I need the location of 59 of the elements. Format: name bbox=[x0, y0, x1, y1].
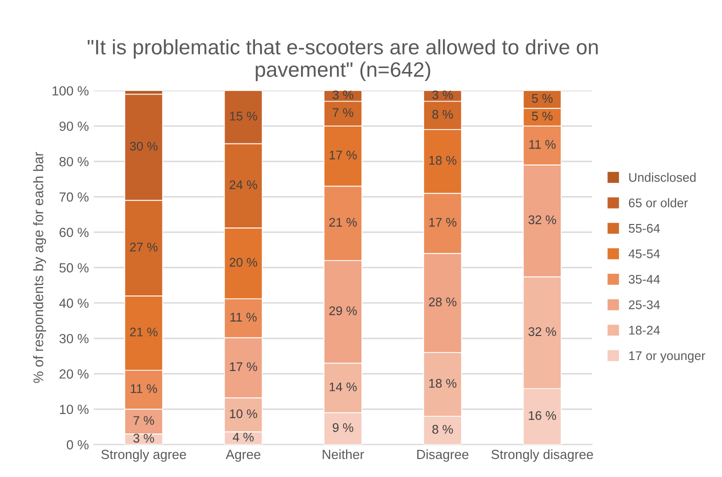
data-label: 5 % bbox=[532, 94, 553, 103]
data-label: 29 % bbox=[329, 306, 357, 316]
y-tick-label: 30 % bbox=[59, 334, 89, 344]
data-label: 4 % bbox=[232, 432, 254, 442]
data-label: 7 % bbox=[134, 416, 154, 425]
y-tick-label: 90 % bbox=[60, 122, 89, 131]
data-label: 14 % bbox=[330, 382, 357, 392]
data-label: 8 % bbox=[432, 110, 453, 119]
y-tick-label: 80 % bbox=[60, 156, 89, 166]
legend-label: 18-24 bbox=[629, 326, 660, 335]
legend-label: Undisclosed bbox=[629, 172, 696, 182]
x-tick-label: Agree bbox=[226, 450, 260, 462]
data-label: 11 % bbox=[130, 384, 158, 394]
data-label: 30 % bbox=[130, 142, 158, 151]
data-label: 3 % bbox=[432, 90, 453, 100]
data-label: 16 % bbox=[528, 411, 556, 420]
x-tick-label: Strongly disagree bbox=[491, 449, 593, 462]
data-label: 11 % bbox=[529, 140, 556, 149]
data-label: 9 % bbox=[332, 423, 354, 432]
data-label: 21 % bbox=[329, 218, 357, 227]
data-label: 15 % bbox=[230, 112, 258, 121]
data-label: 21 % bbox=[130, 328, 158, 336]
legend-label: 25-34 bbox=[628, 300, 660, 310]
data-label: 18 % bbox=[429, 378, 456, 388]
data-label: 17 % bbox=[429, 218, 456, 227]
data-label: 20 % bbox=[230, 258, 258, 267]
data-label: 18 % bbox=[429, 156, 456, 165]
legend-label: 55-64 bbox=[628, 224, 660, 233]
y-tick-label: 10 % bbox=[60, 404, 89, 414]
data-label: 24 % bbox=[230, 180, 258, 190]
y-tick-label: 50 % bbox=[59, 263, 89, 273]
legend-label: 17 or younger bbox=[629, 351, 706, 363]
y-tick-label: 60 % bbox=[60, 228, 89, 238]
x-tick-label: Disagree bbox=[417, 449, 468, 462]
data-label: 5 % bbox=[532, 112, 553, 121]
data-label: 17 % bbox=[230, 362, 258, 372]
data-label: 11 % bbox=[230, 312, 257, 322]
data-label: 28 % bbox=[428, 297, 456, 306]
y-tick-label: 40 % bbox=[59, 298, 89, 308]
data-label: 27 % bbox=[130, 242, 158, 252]
data-label: 8 % bbox=[432, 424, 453, 434]
data-label: 7 % bbox=[332, 108, 354, 117]
data-label: 32 % bbox=[528, 327, 556, 336]
y-tick-label: 20 % bbox=[60, 369, 89, 379]
data-label: 10 % bbox=[230, 409, 258, 418]
legend-label: 45-54 bbox=[628, 250, 660, 258]
x-tick-label: Neither bbox=[322, 449, 364, 460]
y-axis-title: % of respondents by age for each bar bbox=[33, 152, 46, 383]
legend-label: 35-44 bbox=[628, 274, 660, 284]
data-label: 17 % bbox=[330, 150, 357, 160]
x-tick-label: Strongly agree bbox=[101, 449, 186, 462]
data-label: 3 % bbox=[133, 434, 154, 443]
y-tick-label: 70 % bbox=[60, 192, 89, 202]
chart-title: "It is problematic that e-scooters are allowed to drive on pavement" (n=642) bbox=[88, 39, 598, 82]
y-tick-label: 0 % bbox=[66, 440, 89, 450]
legend-label: 65 or older bbox=[628, 198, 688, 208]
data-label: 3 % bbox=[332, 90, 354, 100]
data-label: 32 % bbox=[528, 215, 556, 224]
y-tick-label: 100 % bbox=[52, 86, 89, 96]
